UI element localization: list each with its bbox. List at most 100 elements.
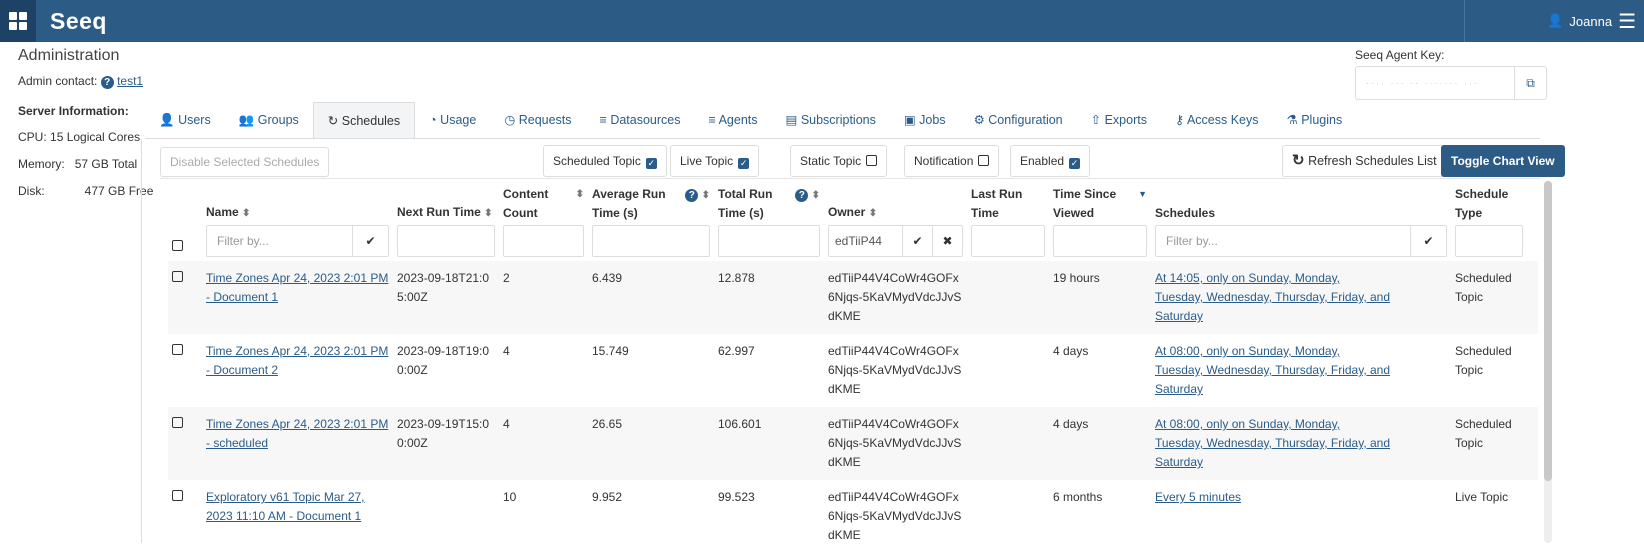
time-since-filter-input[interactable]: [1053, 225, 1147, 257]
copy-icon[interactable]: ⧉: [1514, 67, 1546, 99]
tab-icon: ≡: [708, 113, 716, 127]
content-count: 4: [503, 417, 510, 431]
refresh-schedules-button[interactable]: ↻ Refresh Schedules List: [1282, 145, 1447, 177]
last-run-time: [967, 334, 1049, 407]
apply-filter-icon[interactable]: ✔: [352, 226, 388, 256]
user-icon: 👤: [1547, 13, 1564, 28]
filter-notification[interactable]: Notification: [904, 145, 1000, 177]
tab-icon: ↻: [327, 114, 339, 128]
owner: edTiiP44V4CoWr4GOFx6Njqs-5KaVMydVdcJJvSd…: [828, 344, 962, 396]
tab-icon: ⚙: [973, 113, 985, 127]
help-icon[interactable]: ?: [100, 76, 114, 89]
tab-subscriptions[interactable]: ▤ Subscriptions: [785, 113, 876, 127]
row-checkbox[interactable]: [172, 271, 183, 282]
tab-schedules[interactable]: ↻ Schedules: [312, 102, 416, 138]
last-run-time: [967, 261, 1049, 334]
refresh-icon: ↻: [1292, 152, 1305, 169]
avg-run-filter-input[interactable]: [592, 225, 710, 257]
col-owner[interactable]: Owner ⬍: [828, 205, 878, 219]
checkbox[interactable]: ✓: [645, 158, 657, 169]
tab-datasources[interactable]: ≡ Datasources: [599, 113, 681, 127]
col-total-run-time[interactable]: Total Run Time (s)? ⬍: [718, 187, 820, 220]
col-average-run-time[interactable]: Average Run Time (s)? ⬍: [592, 187, 710, 220]
next-run-time: 2023-09-18T19:00:00Z: [397, 344, 490, 377]
schedule-name-link[interactable]: Time Zones Apr 24, 2023 2:01 PM - Docume…: [206, 344, 389, 377]
row-checkbox[interactable]: [172, 417, 183, 428]
top-bar: Seeq 👤 Joanna ☰: [0, 0, 1644, 42]
time-since-viewed: 19 hours: [1053, 271, 1100, 285]
clear-filter-icon[interactable]: ✖: [932, 226, 962, 256]
name-filter-input[interactable]: Filter by... ✔: [206, 225, 389, 257]
tab-groups[interactable]: 👥 Groups: [238, 113, 299, 127]
help-icon[interactable]: ?: [795, 189, 809, 202]
table-row: Time Zones Apr 24, 2023 2:01 PM - Docume…: [168, 261, 1538, 334]
hamburger-menu-icon[interactable]: ☰: [1618, 10, 1636, 33]
toggle-chart-view-button[interactable]: Toggle Chart View: [1441, 145, 1565, 177]
table-row: Exploratory v61 Topic Mar 27, 2023 11:10…: [168, 480, 1538, 553]
admin-tabs: 👤 Users 👥 Groups ↻ Schedules ◔ Usage ◷ Reque…: [145, 102, 1540, 139]
app-grid-icon[interactable]: [0, 0, 36, 42]
last-run-time: [967, 407, 1049, 480]
checkbox[interactable]: ✓: [738, 158, 750, 169]
row-checkbox[interactable]: [172, 344, 183, 355]
col-next-run-time[interactable]: Next Run Time ⬍: [397, 205, 493, 219]
checkbox[interactable]: [866, 155, 878, 166]
filter-static-topic[interactable]: Static Topic: [790, 145, 888, 177]
schedule-link[interactable]: At 14:05, only on Sunday, Monday, Tuesda…: [1155, 271, 1391, 323]
schedule-name-link[interactable]: Time Zones Apr 24, 2023 2:01 PM - Docume…: [206, 271, 389, 304]
total-run-time: 12.878: [718, 271, 755, 285]
tab-plugins[interactable]: ⚗ Plugins: [1286, 113, 1343, 127]
tab-usage[interactable]: ◔ Usage: [429, 113, 477, 127]
admin-contact-link[interactable]: test1: [117, 74, 144, 88]
last-run-filter-input[interactable]: [971, 225, 1045, 257]
filter-scheduled-topic[interactable]: Scheduled Topic ✓: [543, 145, 667, 177]
schedule-type: Scheduled Topic: [1455, 344, 1512, 377]
schedule-link[interactable]: At 08:00, only on Sunday, Monday, Tuesda…: [1155, 344, 1391, 396]
filter-live-topic[interactable]: Live Topic ✓: [670, 145, 760, 177]
content-count: 10: [503, 490, 517, 504]
content-count-filter-input[interactable]: [503, 225, 584, 257]
col-name[interactable]: Name ⬍: [206, 205, 251, 219]
filter-enabled[interactable]: Enabled ✓: [1010, 145, 1091, 177]
seeq-logo[interactable]: Seeq: [50, 8, 107, 34]
schedules-filter-input[interactable]: Filter by... ✔: [1155, 225, 1447, 257]
tab-configuration[interactable]: ⚙ Configuration: [973, 113, 1063, 127]
help-icon[interactable]: ?: [685, 189, 699, 202]
col-schedule-type: Schedule Type: [1455, 187, 1509, 220]
owner: edTiiP44V4CoWr4GOFx6Njqs-5KaVMydVdcJJvSd…: [828, 271, 962, 323]
apply-filter-icon[interactable]: ✔: [902, 226, 932, 256]
col-time-since-viewed[interactable]: Time Since Viewed ▼: [1053, 187, 1147, 220]
tab-requests[interactable]: ◷ Requests: [504, 113, 572, 127]
owner-filter-input[interactable]: edTiiP44 ✔ ✖: [828, 225, 963, 257]
agent-key-field[interactable]: ···· ··· ·· ······· ···: [1366, 78, 1479, 88]
total-run-time: 99.523: [718, 490, 755, 504]
apply-filter-icon[interactable]: ✔: [1410, 226, 1446, 256]
select-all-checkbox[interactable]: [172, 240, 183, 251]
next-run-filter-input[interactable]: [397, 225, 495, 257]
tab-icon: ◷: [504, 113, 516, 127]
total-run-filter-input[interactable]: [718, 225, 820, 257]
admin-contact: Admin contact: ? test1: [18, 74, 144, 89]
checkbox[interactable]: ✓: [1069, 158, 1081, 169]
tab-users[interactable]: 👤 Users: [159, 113, 211, 127]
scrollbar[interactable]: [1544, 181, 1552, 543]
tab-agents[interactable]: ≡ Agents: [708, 113, 758, 127]
schedule-link[interactable]: At 08:00, only on Sunday, Monday, Tuesda…: [1155, 417, 1391, 469]
tab-access-keys[interactable]: ⚷ Access Keys: [1174, 113, 1259, 127]
total-run-time: 62.997: [718, 344, 755, 358]
average-run-time: 26.65: [592, 417, 623, 431]
col-content-count[interactable]: Content Count ⬍: [503, 187, 584, 220]
user-menu[interactable]: 👤 Joanna ☰: [1464, 0, 1644, 42]
checkbox[interactable]: [978, 155, 990, 166]
row-checkbox[interactable]: [172, 490, 183, 501]
next-run-time: 2023-09-19T15:00:00Z: [397, 417, 490, 450]
tab-jobs[interactable]: ▣ Jobs: [903, 113, 946, 127]
schedule-link[interactable]: Every 5 minutes: [1155, 490, 1242, 504]
disable-selected-schedules-button[interactable]: Disable Selected Schedules: [160, 147, 330, 177]
tab-exports[interactable]: ⇧ Exports: [1090, 113, 1147, 127]
schedule-name-link[interactable]: Time Zones Apr 24, 2023 2:01 PM - schedu…: [206, 417, 389, 450]
schedules-table: Name ⬍ Filter by... ✔ Next Run Time ⬍ Con…: [168, 185, 1538, 553]
schedule-type-filter-input[interactable]: [1455, 225, 1523, 257]
schedule-name-link[interactable]: Exploratory v61 Topic Mar 27, 2023 11:10…: [206, 490, 365, 523]
agent-key: Seeq Agent Key: ···· ··· ·· ······· ··· …: [1355, 48, 1547, 100]
